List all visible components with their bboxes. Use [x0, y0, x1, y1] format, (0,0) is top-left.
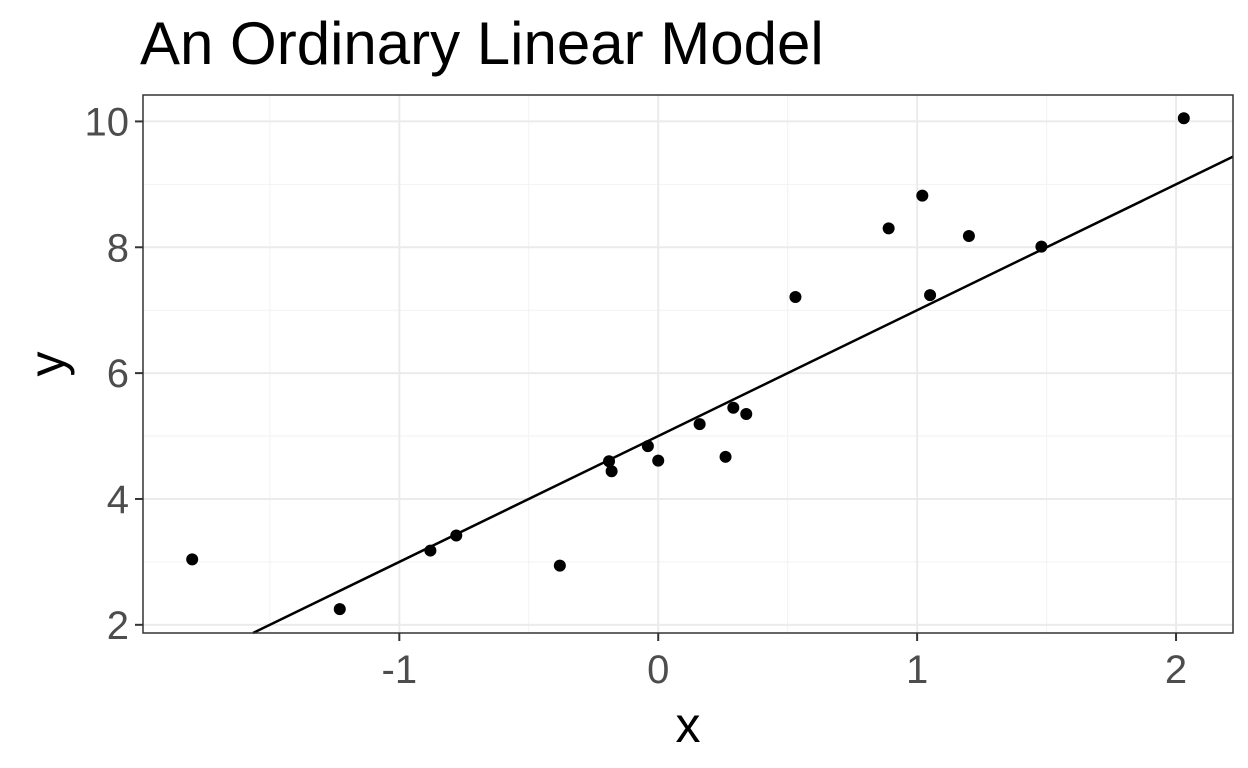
x-axis-label: x: [676, 697, 701, 753]
chart-title: An Ordinary Linear Model: [140, 10, 824, 77]
panel-border: [142, 94, 1234, 634]
x-tick-label: 1: [906, 648, 928, 692]
data-point: [789, 290, 802, 303]
x-tick-label: 0: [647, 648, 669, 692]
points-layer: [186, 112, 1190, 616]
data-point: [641, 440, 654, 453]
regression-line: [252, 155, 1234, 635]
data-point: [186, 553, 199, 566]
data-point: [740, 408, 753, 421]
y-tick-label: 2: [107, 604, 129, 648]
data-point: [450, 529, 463, 542]
data-point: [727, 401, 740, 414]
axis-ticks: -1 0 1 2 2 4 6 8 10: [85, 100, 1188, 692]
fit-line-layer: [252, 155, 1234, 635]
y-axis-label: y: [19, 352, 75, 377]
data-point: [424, 544, 437, 557]
data-point: [693, 418, 706, 431]
data-point: [1177, 112, 1190, 125]
x-tick-label: -1: [382, 648, 418, 692]
data-point: [603, 455, 616, 468]
data-point: [962, 229, 975, 242]
data-point: [1035, 240, 1048, 253]
y-tick-label: 8: [107, 226, 129, 270]
data-point: [882, 222, 895, 235]
y-tick-label: 10: [85, 100, 130, 144]
data-point: [924, 289, 937, 302]
data-point: [719, 450, 732, 463]
data-point: [333, 603, 346, 616]
data-point: [916, 189, 929, 202]
data-point: [652, 454, 665, 467]
y-tick-label: 6: [107, 352, 129, 396]
grid: [143, 95, 1233, 633]
x-tick-label: 2: [1165, 648, 1187, 692]
y-tick-label: 4: [107, 478, 129, 522]
data-point: [605, 465, 618, 478]
data-point: [553, 559, 566, 572]
